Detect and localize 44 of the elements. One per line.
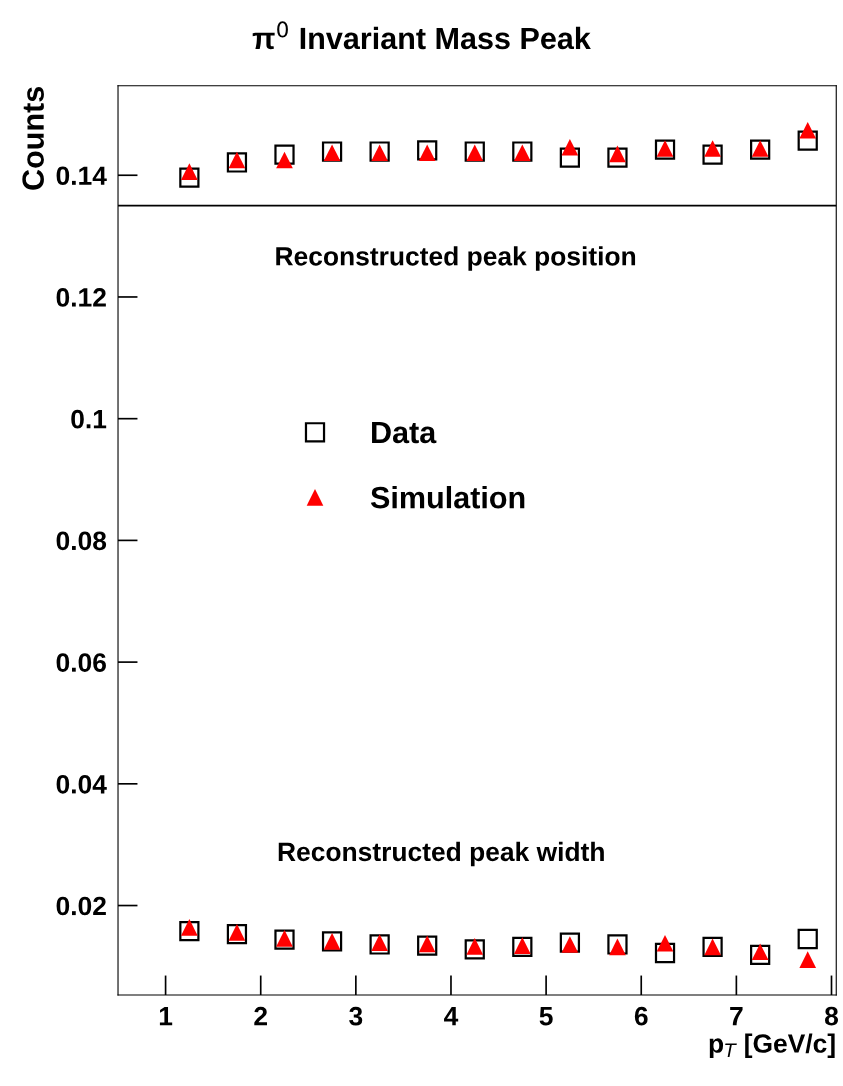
point xyxy=(656,934,674,952)
point xyxy=(797,928,818,950)
point xyxy=(797,130,818,151)
point xyxy=(228,923,246,941)
y-tick-label: 0.06 xyxy=(56,653,106,672)
point xyxy=(464,939,485,960)
point xyxy=(654,942,676,964)
x-tick-label: 2 xyxy=(254,1006,267,1026)
x-tick-label: 4 xyxy=(444,1007,459,1026)
point xyxy=(274,144,295,165)
y-tick-label: 0.1 xyxy=(71,409,107,429)
point xyxy=(702,144,723,165)
point xyxy=(276,151,293,169)
y-tick-label: 0.04 xyxy=(56,774,107,794)
point xyxy=(181,919,198,936)
point xyxy=(561,138,579,156)
x-tick-label: 5 xyxy=(539,1007,553,1026)
point xyxy=(799,951,817,969)
point xyxy=(559,147,581,168)
y-axis-title: Counts xyxy=(22,87,44,190)
point xyxy=(799,121,817,139)
point xyxy=(179,167,200,188)
x-tick-label: 1 xyxy=(159,1007,173,1026)
annotation: Reconstructed peak position xyxy=(276,246,636,271)
legend-label: Data xyxy=(372,421,437,444)
x-axis-title: p$_{T}$ [GeV/c] xyxy=(709,1033,835,1059)
x-tick-label: 8 xyxy=(825,1006,839,1026)
x-tick-label: 3 xyxy=(349,1006,363,1026)
legend-label: Simulation xyxy=(370,485,525,509)
point xyxy=(179,920,200,942)
y-tick-label: 0.02 xyxy=(56,896,106,916)
y-tick-label: 0.12 xyxy=(56,288,106,307)
x-tick-label: 6 xyxy=(634,1006,648,1026)
point xyxy=(181,163,198,180)
chart-title: π$^{0}$ Invariant Mass Peak xyxy=(252,21,591,50)
y-tick-label: 0.14 xyxy=(56,166,107,186)
point xyxy=(607,147,628,168)
point xyxy=(226,924,248,945)
point xyxy=(704,140,721,157)
point xyxy=(466,937,484,955)
y-tick-label: 0.08 xyxy=(56,531,107,551)
x-tick-label: 7 xyxy=(730,1007,743,1026)
annotation: Reconstructed peak width xyxy=(278,841,604,867)
point xyxy=(609,145,626,163)
